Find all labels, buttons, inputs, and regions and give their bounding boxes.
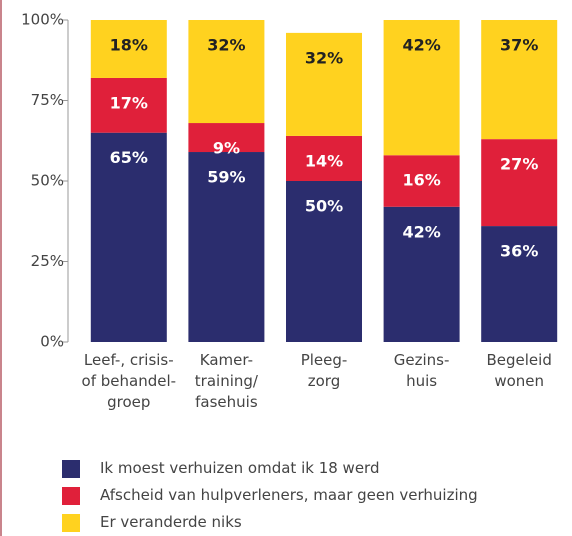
- legend-swatch: [62, 514, 80, 532]
- bar-segment: [188, 152, 265, 342]
- data-label: 18%: [110, 36, 148, 55]
- bar-segment: [90, 20, 167, 78]
- bar-segment: [188, 20, 265, 124]
- bar-segment: [286, 135, 362, 181]
- legend-swatch: [62, 487, 80, 505]
- data-label: 27%: [500, 155, 538, 174]
- bar-segment: [481, 20, 558, 140]
- x-tick-label: Pleeg- zorg: [300, 351, 348, 390]
- x-tick-label: Gezins- huis: [393, 351, 450, 390]
- bar-segment: [481, 139, 558, 227]
- x-tick-label: Leef-, crisis- of behandel- groep: [81, 351, 177, 411]
- data-label: 42%: [402, 222, 440, 241]
- y-tick-label: 25%: [31, 252, 64, 270]
- bar-segment: [383, 20, 460, 156]
- x-tick-label: Begeleid wonen: [486, 351, 552, 390]
- data-label: 50%: [305, 197, 343, 216]
- bar-segment: [90, 77, 167, 133]
- data-label: 9%: [213, 139, 240, 158]
- y-tick-label: 100%: [21, 11, 64, 29]
- data-label: 14%: [305, 151, 343, 170]
- legend-label: Afscheid van hulpverleners, maar geen ve…: [100, 486, 478, 504]
- y-tick-label: 75%: [31, 91, 64, 109]
- y-tick-label: 0%: [40, 333, 64, 351]
- bar-segment: [481, 226, 558, 342]
- bar-segment: [383, 206, 460, 342]
- legend-label: Er veranderde niks: [100, 513, 242, 531]
- data-label: 32%: [207, 36, 245, 55]
- data-label: 42%: [402, 36, 440, 55]
- bar-segment: [383, 155, 460, 207]
- data-label: 36%: [500, 242, 538, 261]
- data-label: 37%: [500, 36, 538, 55]
- data-label: 32%: [305, 48, 343, 67]
- data-label: 17%: [110, 93, 148, 112]
- bar-segment: [286, 181, 362, 342]
- data-label: 59%: [207, 168, 245, 187]
- data-label: 16%: [402, 171, 440, 190]
- bar-segment: [90, 132, 167, 342]
- x-tick-label: Kamer- training/ fasehuis: [194, 351, 258, 411]
- y-tick-label: 50%: [31, 172, 64, 190]
- bar-segment: [188, 123, 265, 153]
- bar-segment: [286, 32, 362, 136]
- legend-swatch: [62, 460, 80, 478]
- legend-label: Ik moest verhuizen omdat ik 18 werd: [100, 459, 380, 477]
- data-label: 65%: [110, 148, 148, 167]
